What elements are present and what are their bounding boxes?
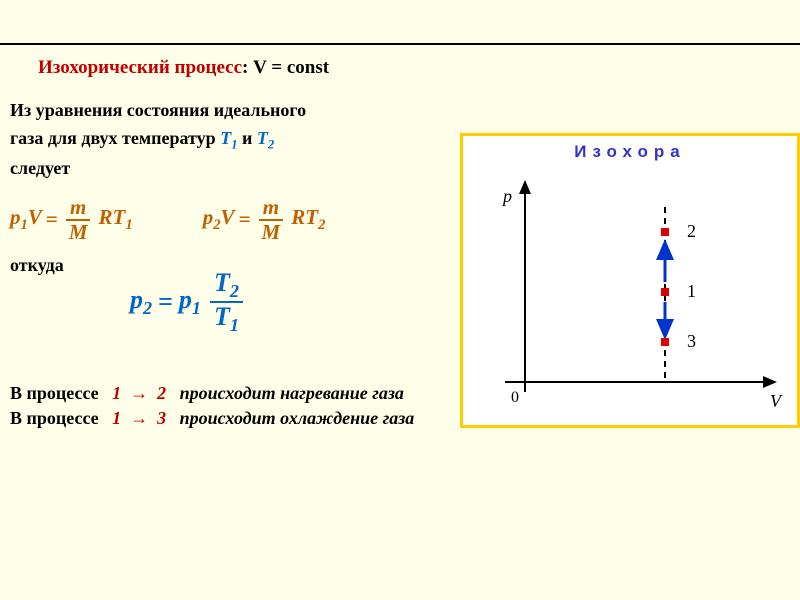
p1-b: происходит нагревание газа: [180, 383, 404, 403]
eqA-rs: 1: [125, 217, 132, 233]
eqB-eq: =: [239, 207, 251, 232]
p1-arr: →: [130, 383, 148, 403]
equation-1: p1V = mM RT1: [10, 197, 133, 243]
p2-arr: →: [130, 408, 148, 428]
eq2-frac: T2 T1: [210, 270, 243, 335]
t2: T: [257, 128, 268, 148]
eqA-den: M: [65, 221, 92, 243]
p2-n1: 1: [112, 408, 121, 428]
svg-text:1: 1: [687, 281, 696, 301]
p2-b: происходит охлаждение газа: [180, 408, 415, 428]
intro-l2a: газа для двух температур: [10, 128, 220, 148]
p1-a: В процессе: [10, 383, 99, 403]
isochore-diagram: 2 1 3 p V 0: [465, 162, 795, 417]
t2s: 2: [268, 137, 274, 151]
intro-l3: следует: [10, 158, 70, 178]
eqA-num: m: [66, 197, 90, 221]
svg-text:3: 3: [687, 331, 696, 351]
diagram-panel: Изохора 2 1 3 p V 0: [460, 133, 800, 428]
header-bar: [0, 0, 800, 45]
svg-text:V: V: [770, 391, 783, 411]
eq2-p1: p: [179, 285, 192, 314]
p2-a: В процессе: [10, 408, 99, 428]
eq2-p1s: 1: [192, 298, 201, 318]
eqB-frac: mM: [258, 197, 285, 243]
eq2-td: T: [214, 302, 230, 331]
eq2-p2s: 2: [143, 298, 152, 318]
eqA-r: RT: [99, 205, 126, 229]
p2-n2: 3: [157, 408, 166, 428]
eq2-eq: =: [158, 287, 173, 317]
svg-text:p: p: [501, 186, 512, 206]
t1: T: [220, 128, 231, 148]
eqB-v: V: [221, 205, 235, 229]
eqB-num: m: [259, 197, 283, 221]
eq2-p2: p: [130, 285, 143, 314]
svg-text:2: 2: [687, 221, 696, 241]
svg-text:0: 0: [511, 389, 519, 406]
eq2-tn: T: [214, 268, 230, 297]
eqA-frac: mM: [65, 197, 92, 243]
intro-l1: Из уравнения состояния идеального: [10, 100, 306, 120]
eqA-p: p: [10, 205, 21, 229]
eqB-rs: 2: [318, 217, 325, 233]
eqA-eq: =: [46, 207, 58, 232]
eqA-v: V: [28, 205, 42, 229]
eqB-p: p: [203, 205, 214, 229]
intro-and: и: [237, 128, 256, 148]
title-process: Изохорический процесс: [38, 57, 242, 78]
diagram-title: Изохора: [463, 142, 797, 162]
title-eq: : V = const: [242, 57, 329, 78]
p1-n2: 2: [157, 383, 166, 403]
eq2-tns: 2: [230, 281, 239, 301]
equation-2: p2V = mM RT2: [203, 197, 326, 243]
slide-content: Изохорический процесс: V = const Из урав…: [0, 45, 800, 441]
eqA-ps: 1: [21, 217, 28, 233]
eqB-r: RT: [291, 205, 318, 229]
process-title: Изохорический процесс: V = const: [38, 57, 790, 79]
eqB-ps: 2: [213, 217, 220, 233]
eqB-den: M: [258, 221, 285, 243]
p1-n1: 1: [112, 383, 121, 403]
intro-text: Из уравнения состояния идеального газа д…: [10, 97, 440, 183]
eq2-tds: 1: [230, 315, 239, 335]
